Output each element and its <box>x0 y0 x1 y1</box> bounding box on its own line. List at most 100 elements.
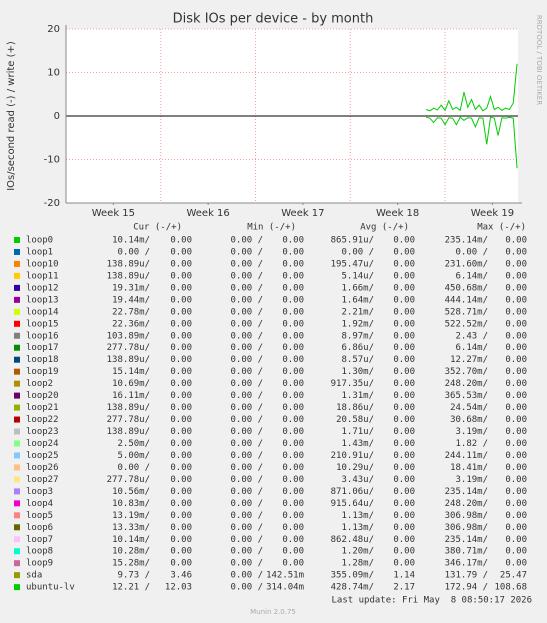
legend-cell: 19.44m/ <box>112 295 150 305</box>
legend-cell: 0.00 / <box>230 236 263 246</box>
legend-swatch <box>14 237 20 243</box>
legend-cell: 0.00 <box>170 391 192 401</box>
legend-cell: 0.00 / <box>230 475 263 485</box>
legend-cell: 18.41m/ <box>450 463 488 473</box>
legend-cell: 0.00 <box>282 271 304 281</box>
legend-cell: 306.98m/ <box>445 523 488 533</box>
legend-swatch <box>14 500 20 507</box>
legend-cell: 0.00 <box>170 355 192 365</box>
legend-cell: 25.47 <box>500 571 527 581</box>
legend-swatch <box>14 380 20 387</box>
legend-cell: 1.30m/ <box>341 367 374 377</box>
legend-cell: 0.00 / <box>230 367 263 377</box>
legend-cell: 0.00 <box>393 379 415 389</box>
legend-cell: 0.00 / <box>230 523 263 533</box>
legend-cell: 0.00 <box>170 295 192 305</box>
legend-cell: 0.00 <box>170 487 192 497</box>
legend-cell: 0.00 <box>393 559 415 569</box>
legend-cell: 355.09m/ <box>331 571 374 581</box>
legend-cell: 210.91u/ <box>331 451 374 461</box>
legend-cell: 0.00 <box>170 523 192 533</box>
legend-cell: 277.78u/ <box>107 475 150 485</box>
legend-swatch <box>14 452 20 459</box>
legend-cell: 0.00 / <box>341 247 374 257</box>
legend-cell: 1.13m/ <box>341 511 374 521</box>
legend-name: loop24 <box>26 439 59 449</box>
legend-cell: 0.00 <box>282 475 304 485</box>
legend-name: loop4 <box>26 499 53 509</box>
legend-cell: 380.71m/ <box>445 547 488 557</box>
legend-cell: 10.28m/ <box>112 547 150 557</box>
legend-cell: 0.00 <box>505 487 527 497</box>
legend-name: loop25 <box>26 451 59 461</box>
legend-name: loop3 <box>26 487 53 497</box>
legend-cell: 0.00 <box>505 403 527 413</box>
legend-cell: 15.14m/ <box>112 367 150 377</box>
legend-cell: 0.00 <box>393 547 415 557</box>
legend-cell: 0.00 <box>393 355 415 365</box>
legend-cell: 0.00 <box>282 439 304 449</box>
legend-name: loop7 <box>26 535 53 545</box>
legend-name: loop15 <box>26 319 59 329</box>
legend-cell: 22.36m/ <box>112 319 150 329</box>
legend-cell: 0.00 <box>393 271 415 281</box>
legend-cell: 0.00 <box>282 487 304 497</box>
legend-cell: 0.00 <box>505 427 527 437</box>
legend-cell: 352.70m/ <box>445 367 488 377</box>
legend-cell: 0.00 <box>505 283 527 293</box>
legend-cell: 0.00 <box>170 451 192 461</box>
legend-cell: 0.00 <box>393 499 415 509</box>
legend-cell: 10.69m/ <box>112 379 150 389</box>
legend-cell: 0.00 <box>282 451 304 461</box>
legend-cell: 346.17m/ <box>445 559 488 569</box>
legend-cell: 0.00 / <box>230 463 263 473</box>
legend-cell: 0.00 / <box>230 319 263 329</box>
legend-swatch <box>14 512 20 519</box>
legend-cell: 1.14 <box>393 571 415 581</box>
legend-cell: 16.11m/ <box>112 391 150 401</box>
legend-cell: 0.00 / <box>230 451 263 461</box>
legend-cell: 0.00 <box>393 523 415 533</box>
legend-cell: 0.00 / <box>230 439 263 449</box>
legend-cell: 0.00 <box>393 511 415 521</box>
legend-cell: 314.04m <box>266 583 304 593</box>
legend-cell: 0.00 <box>505 511 527 521</box>
legend-cell: 138.89u/ <box>107 403 150 413</box>
legend-cell: 0.00 <box>170 559 192 569</box>
legend-swatch <box>14 284 20 291</box>
legend-cell: 12.03 <box>165 583 192 593</box>
legend-cell: 138.89u/ <box>107 355 150 365</box>
x-tick-label: Week 18 <box>376 208 419 219</box>
legend-cell: 0.00 <box>282 427 304 437</box>
legend-cell: 0.00 <box>170 319 192 329</box>
legend-cell: 9.73 / <box>117 571 150 581</box>
legend-name: loop23 <box>26 427 59 437</box>
legend-cell: 0.00 / <box>230 247 263 257</box>
legend-cell: 0.00 <box>170 331 192 341</box>
legend-name: loop13 <box>26 295 59 305</box>
legend-cell: 0.00 <box>505 367 527 377</box>
x-tick-label: Week 17 <box>281 208 324 219</box>
legend-name: loop8 <box>26 547 53 557</box>
legend-cell: 18.86u/ <box>336 403 374 413</box>
y-tick-label: 10 <box>47 68 60 79</box>
legend-cell: 0.00 / <box>230 283 263 293</box>
legend-cell: 0.00 <box>505 236 527 246</box>
legend-cell: 0.00 <box>282 355 304 365</box>
legend-cell: 2.17 <box>393 583 415 593</box>
legend-cell: 0.00 / <box>230 583 263 593</box>
legend-cell: 10.14m/ <box>112 236 150 246</box>
legend-cell: 1.92m/ <box>341 319 374 329</box>
legend-cell: 0.00 / <box>230 499 263 509</box>
y-tick-label: 0 <box>54 111 60 122</box>
legend-name: loop26 <box>26 463 59 473</box>
legend-cell: 0.00 <box>282 343 304 353</box>
legend-cell: 0.00 <box>505 415 527 425</box>
legend-cell: 15.28m/ <box>112 559 150 569</box>
legend-cell: 108.68 <box>494 583 527 593</box>
legend-cell: 0.00 <box>505 535 527 545</box>
legend-cell: 0.00 / <box>230 559 263 569</box>
legend-cell: 30.68m/ <box>450 415 488 425</box>
legend-cell: 24.54m/ <box>450 403 488 413</box>
legend-cell: 0.00 <box>505 271 527 281</box>
